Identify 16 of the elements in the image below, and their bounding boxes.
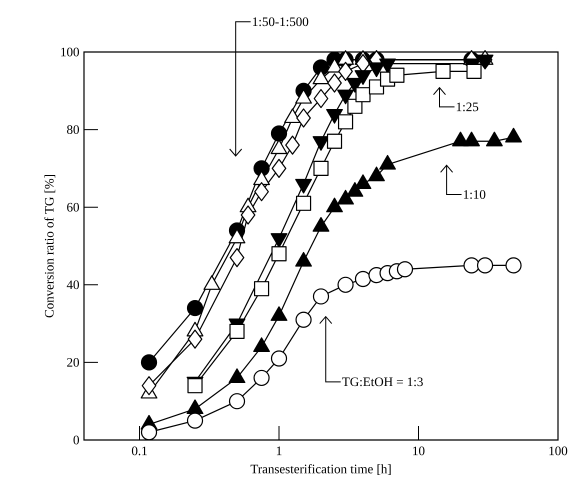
annotation: TG:EtOH = 1:3 bbox=[342, 377, 423, 386]
annotation: 1:10 bbox=[464, 190, 486, 199]
y-axis-title: Conversion ratio of TG [%] bbox=[44, 175, 56, 318]
annotation: 1:25 bbox=[456, 102, 478, 112]
y-tick-label: 80 bbox=[67, 125, 79, 134]
x-tick-label: 1 bbox=[276, 446, 282, 456]
y-tick-label: 20 bbox=[67, 358, 79, 367]
y-tick-label: 100 bbox=[61, 48, 79, 56]
y-tick-label: 40 bbox=[66, 280, 79, 290]
y-tick-label: 60 bbox=[67, 202, 79, 212]
x-tick-label: 100 bbox=[549, 446, 568, 456]
x-tick-label: 0.1 bbox=[132, 446, 147, 456]
x-tick-label: 10 bbox=[413, 446, 424, 456]
text: 1:50-1:500 bbox=[253, 17, 308, 26]
y-tick-label: 0 bbox=[74, 436, 79, 444]
x-axis-title: Transesterification time [h] bbox=[250, 464, 391, 475]
